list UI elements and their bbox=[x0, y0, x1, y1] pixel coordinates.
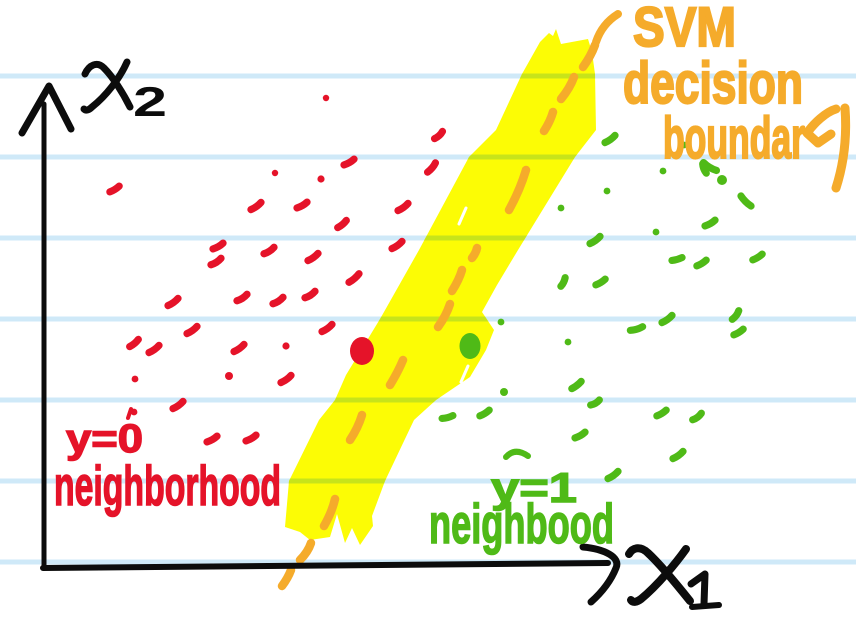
svg-text:y=0: y=0 bbox=[66, 417, 143, 461]
svg-text:neighborhood: neighborhood bbox=[54, 454, 281, 517]
svg-text:boundar: boundar bbox=[663, 106, 805, 171]
svg-text:2: 2 bbox=[133, 78, 167, 125]
svg-text:SVM: SVM bbox=[633, 0, 736, 58]
svg-text:neighbood: neighbood bbox=[429, 492, 614, 555]
svg-text:decision: decision bbox=[623, 51, 803, 116]
svg-text:y=1: y=1 bbox=[491, 464, 577, 511]
